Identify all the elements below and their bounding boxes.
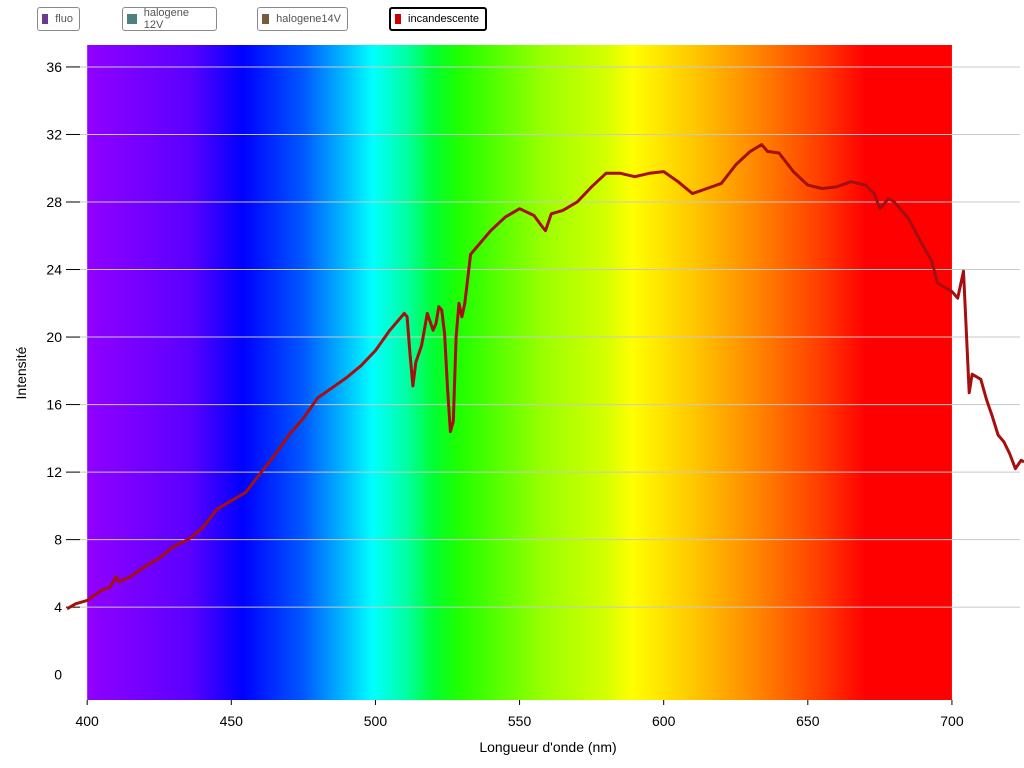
- y-tick-label: 28: [46, 194, 62, 210]
- spectrum-background: [87, 45, 952, 700]
- y-tick-label: 12: [46, 464, 62, 480]
- x-tick-label: 600: [652, 713, 676, 729]
- legend-label-incandescente: incandescente: [408, 13, 479, 25]
- y-tick-label: 20: [46, 329, 62, 345]
- y-tick-label: 0: [54, 667, 62, 683]
- grid: [80, 66, 1020, 608]
- series-line-incandescente: [66, 143, 1024, 611]
- legend: fluo halogene 12V halogene14V incandesce…: [0, 7, 1024, 35]
- x-tick-label: 550: [508, 713, 532, 729]
- legend-item-incandescente[interactable]: incandescente: [389, 7, 487, 31]
- legend-swatch-fluo: [42, 14, 49, 24]
- x-tick-label: 650: [796, 713, 820, 729]
- y-tick-label: 4: [54, 599, 62, 615]
- legend-item-halogene14v[interactable]: halogene14V: [257, 7, 348, 31]
- y-axis: 0 4 8 12 16 20 24 28 32 36: [46, 59, 80, 683]
- legend-label-halogene14v: halogene14V: [276, 13, 341, 25]
- legend-label-fluo: fluo: [55, 13, 73, 25]
- x-tick-label: 500: [364, 713, 388, 729]
- legend-swatch-incandescente: [395, 14, 402, 24]
- y-axis-title: Intensité: [13, 346, 29, 399]
- legend-item-fluo[interactable]: fluo: [37, 7, 80, 31]
- legend-swatch-halogene-12v: [127, 14, 137, 24]
- x-tick-label: 450: [220, 713, 244, 729]
- y-tick-label: 8: [54, 532, 62, 548]
- legend-swatch-halogene14v: [262, 14, 270, 24]
- x-tick-label: 700: [940, 713, 964, 729]
- x-axis-title: Longueur d'onde (nm): [479, 739, 616, 755]
- legend-item-halogene-12v[interactable]: halogene 12V: [122, 7, 217, 31]
- x-axis: 400 450 500 550 600 650 700: [75, 700, 964, 729]
- y-tick-label: 32: [46, 126, 62, 142]
- legend-label-halogene-12v: halogene 12V: [143, 7, 190, 31]
- y-tick-label: 36: [46, 59, 62, 75]
- x-tick-label: 400: [75, 713, 99, 729]
- y-tick-label: 24: [46, 262, 62, 278]
- y-tick-label: 16: [46, 397, 62, 413]
